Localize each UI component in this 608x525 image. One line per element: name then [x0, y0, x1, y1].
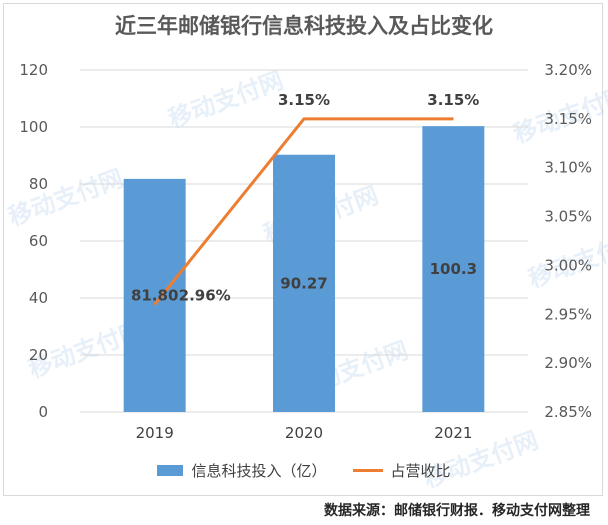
right-tick-label: 2.90%: [544, 354, 592, 372]
legend-item-bar: 信息科技投入（亿）: [157, 460, 327, 481]
bar: [123, 178, 186, 412]
right-axis-ticks: 2.85% 2.90% 2.95% 3.00% 3.05% 3.10% 3.15% 3.20%: [544, 61, 592, 421]
left-tick-label: 100: [19, 118, 48, 136]
legend-label-bar: 信息科技投入（亿）: [191, 462, 327, 480]
right-tick-label: 2.85%: [544, 403, 592, 421]
left-tick-label: 60: [29, 232, 48, 250]
right-tick-label: 2.95%: [544, 305, 592, 323]
left-tick-label: 20: [29, 346, 48, 364]
bar: [273, 154, 335, 412]
left-tick-label: 0: [38, 403, 48, 421]
right-tick-label: 3.20%: [544, 61, 592, 79]
category-labels: 2019 2020 2021: [136, 424, 473, 442]
chart-title: 近三年邮储银行信息科技投入及占比变化: [115, 14, 493, 38]
right-tick-label: 3.00%: [544, 256, 592, 274]
right-tick-label: 3.10%: [544, 159, 592, 177]
category-label: 2021: [434, 424, 472, 442]
source-note: 数据来源：邮储银行财报．移动支付网整理: [324, 503, 590, 519]
bar-value-label: 100.3: [430, 260, 477, 278]
legend-swatch-bar: [157, 465, 184, 476]
right-tick-label: 3.05%: [544, 208, 592, 226]
left-tick-label: 80: [29, 175, 48, 193]
right-tick-label: 3.15%: [544, 110, 592, 128]
left-tick-label: 120: [19, 61, 48, 79]
line-series: [153, 117, 454, 306]
bars: [123, 126, 485, 413]
legend-label-line: 占营收比: [390, 462, 451, 480]
line-value-label: 3.15%: [278, 91, 330, 109]
line-point: [452, 118, 454, 120]
line-point: [154, 304, 156, 306]
line-point: [303, 118, 305, 120]
data-labels: 81.80 90.27 100.3 2.96% 3.15% 3.15%: [131, 91, 479, 305]
legend: 信息科技投入（亿） 占营收比: [0, 460, 608, 481]
line-value-label: 2.96%: [179, 287, 231, 305]
left-tick-label: 40: [29, 289, 48, 307]
legend-item-line: 占营收比: [352, 460, 451, 481]
left-axis-ticks: 0 20 40 60 80 100 120: [19, 61, 48, 421]
legend-swatch-line: [352, 469, 383, 472]
category-label: 2019: [136, 424, 174, 442]
category-label: 2020: [285, 424, 323, 442]
bar-value-label: 81.80: [131, 286, 178, 304]
bar-value-label: 90.27: [280, 274, 327, 292]
line-value-label: 3.15%: [427, 91, 479, 109]
combo-chart: 0 20 40 60 80 100 120 2.85% 2.90% 2.95% 3.00% 3.05…: [19, 61, 592, 442]
bar: [422, 126, 485, 413]
